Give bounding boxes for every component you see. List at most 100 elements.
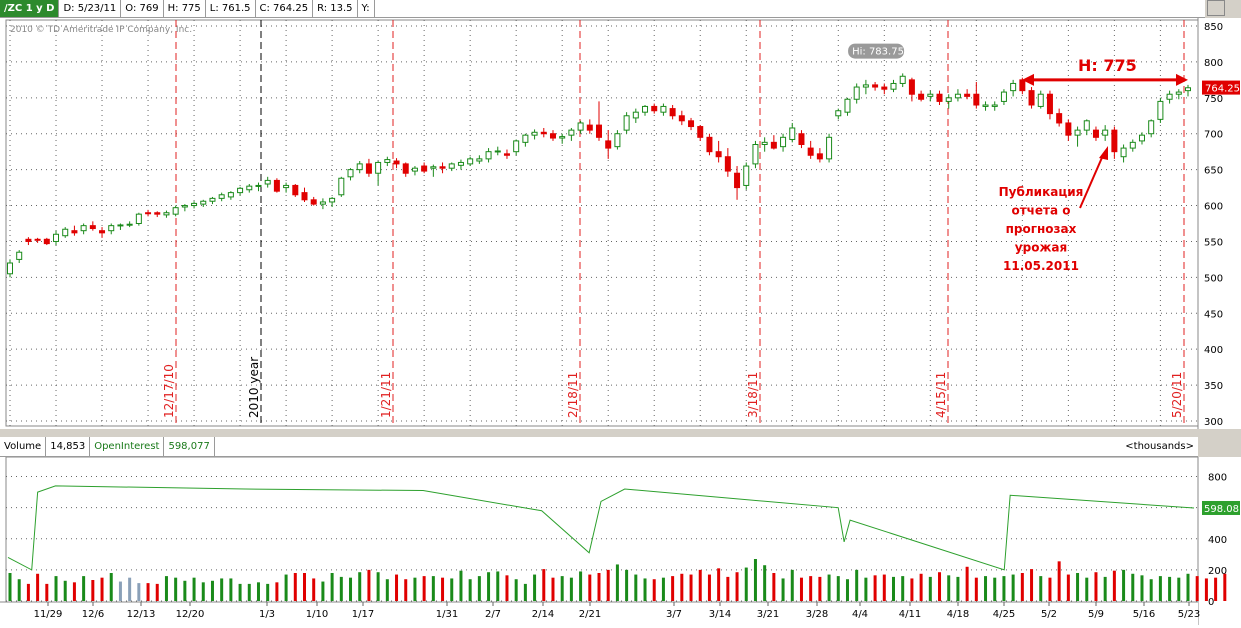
volume-bar bbox=[441, 577, 445, 601]
candle-body bbox=[844, 98, 851, 113]
candle-body bbox=[1046, 93, 1053, 115]
date-tick-label: 3/28 bbox=[806, 609, 828, 620]
candle-body bbox=[568, 129, 575, 136]
candle-body bbox=[181, 205, 188, 208]
candle-body bbox=[1148, 120, 1155, 135]
candle-body bbox=[108, 225, 115, 232]
volume-bar bbox=[8, 573, 12, 601]
high-arrow-right bbox=[1176, 73, 1188, 86]
candle-body bbox=[936, 93, 943, 102]
price-plot-area bbox=[5, 19, 1199, 427]
volume-bar bbox=[827, 574, 831, 601]
volume-bar bbox=[459, 570, 463, 601]
price-tick-label: 300 bbox=[1204, 417, 1223, 428]
volume-bar bbox=[809, 576, 813, 601]
last-price-label: 764.25 bbox=[1205, 84, 1240, 95]
volume-bar bbox=[661, 577, 665, 601]
note-line: отчета о bbox=[1011, 204, 1070, 218]
candle-body bbox=[872, 84, 879, 88]
volume-bar bbox=[542, 569, 546, 601]
candle-body bbox=[559, 136, 566, 139]
candle-body bbox=[255, 184, 262, 187]
volume-bar bbox=[717, 568, 721, 601]
volume-bar bbox=[128, 577, 132, 601]
candle-body bbox=[375, 161, 382, 174]
volume-bar bbox=[63, 580, 67, 601]
volume-bar bbox=[155, 583, 159, 601]
candle-body bbox=[807, 147, 814, 156]
volume-bar bbox=[256, 582, 260, 601]
volume-bar bbox=[523, 583, 527, 601]
candle-body bbox=[209, 197, 216, 202]
candle-body bbox=[283, 184, 290, 189]
candle-body bbox=[411, 167, 418, 172]
candle-body bbox=[770, 141, 777, 149]
volume-tick-label: 200 bbox=[1208, 566, 1227, 577]
date-tick-label: 3/14 bbox=[709, 609, 731, 620]
volume-bar bbox=[772, 573, 776, 601]
date-tick-label: 5/23 bbox=[1178, 609, 1200, 620]
candle-body bbox=[494, 150, 501, 153]
volume-bar bbox=[229, 578, 233, 601]
volume-bar bbox=[477, 576, 481, 601]
date-tick-label: 5/9 bbox=[1088, 609, 1104, 620]
candle-body bbox=[513, 140, 520, 153]
volume-bar bbox=[698, 569, 702, 601]
candle-body bbox=[1129, 141, 1136, 149]
candle-body bbox=[1019, 79, 1026, 92]
chart-settings-icon[interactable] bbox=[1207, 0, 1225, 16]
candle-body bbox=[43, 238, 50, 245]
volume-bar bbox=[1039, 576, 1043, 601]
volume-bar bbox=[404, 579, 408, 601]
price-tick-label: 400 bbox=[1204, 345, 1223, 356]
symbol-label[interactable]: /ZC 1 y D bbox=[0, 0, 60, 17]
price-chart: 850 800 750 700 650 600 550 500 450 400 350 300 2010… bbox=[5, 18, 1241, 429]
volume-bar bbox=[385, 579, 389, 601]
date-tick-label: 4/4 bbox=[852, 609, 868, 620]
price-pane: 850 800 750 700 650 600 550 500 450 400 350 300 2010… bbox=[0, 18, 1241, 429]
volume-bar bbox=[1020, 573, 1024, 601]
volume-bar bbox=[1140, 575, 1144, 601]
volume-bar bbox=[551, 577, 555, 601]
volume-bar bbox=[174, 577, 178, 601]
price-axis-area bbox=[1198, 18, 1241, 429]
candle-body bbox=[1120, 147, 1127, 158]
candle-body bbox=[697, 126, 704, 138]
candle-body bbox=[338, 177, 345, 196]
volume-bar bbox=[450, 578, 454, 601]
volume-bar bbox=[643, 578, 647, 601]
volume-pane: 8006004002000598.0811/2912/612/1312/201/… bbox=[0, 456, 1241, 625]
marker-label: 3/18/11 bbox=[746, 372, 760, 418]
high-annotation: H: 775 bbox=[1078, 56, 1137, 75]
marker-label: 2010 year bbox=[247, 357, 261, 418]
date-tick-label: 4/25 bbox=[993, 609, 1015, 620]
volume-bar bbox=[192, 577, 196, 601]
volume-bar bbox=[431, 576, 435, 601]
date-axis-area bbox=[0, 602, 1198, 625]
date-tick-label: 2/7 bbox=[485, 609, 501, 620]
date-tick-label: 4/18 bbox=[947, 609, 969, 620]
volume-bar bbox=[137, 583, 141, 601]
candle-body bbox=[918, 93, 925, 100]
candle-body bbox=[301, 192, 308, 201]
candle-body bbox=[835, 110, 842, 117]
volume-bar bbox=[560, 576, 564, 601]
candle-body bbox=[549, 133, 556, 139]
candle-body bbox=[789, 127, 796, 140]
candle-body bbox=[954, 93, 961, 99]
candle-body bbox=[798, 133, 805, 145]
volume-bar bbox=[1103, 576, 1107, 601]
volume-bar bbox=[422, 576, 426, 601]
volume-bar bbox=[965, 566, 969, 601]
volume-bar bbox=[238, 583, 242, 601]
volume-bar bbox=[496, 571, 500, 601]
candle-body bbox=[816, 153, 823, 160]
volume-bar bbox=[790, 569, 794, 601]
volume-bar bbox=[36, 573, 40, 601]
candle-body bbox=[218, 194, 225, 199]
candle-body bbox=[1138, 134, 1145, 142]
volume-bar bbox=[1214, 577, 1218, 601]
candle-body bbox=[991, 104, 998, 107]
volume-bar bbox=[54, 576, 58, 601]
candle-body bbox=[577, 122, 584, 131]
